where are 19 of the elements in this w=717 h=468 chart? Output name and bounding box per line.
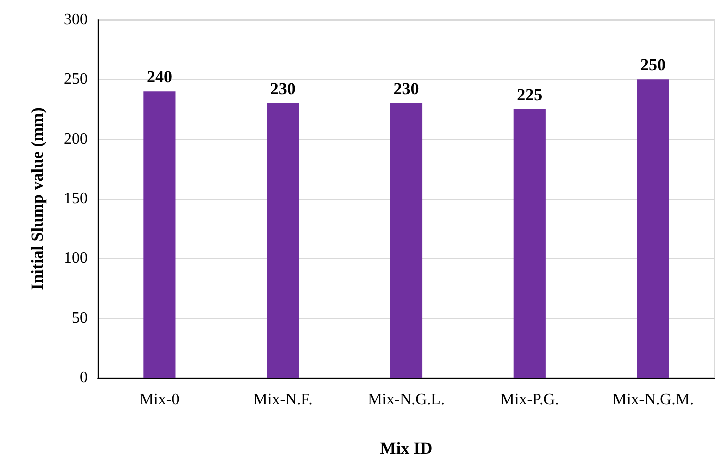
y-tick-label: 200	[64, 130, 88, 148]
x-tick-label: Mix-N.G.M.	[612, 392, 694, 408]
data-label: 230	[394, 80, 420, 99]
y-tick-label: 0	[80, 370, 88, 386]
x-tick-label: Mix-N.G.L.	[368, 392, 445, 408]
x-tick-label: Mix-N.F.	[254, 392, 313, 408]
y-tick-label: 150	[64, 190, 88, 208]
x-tick-label: Mix-P.G.	[500, 392, 560, 408]
y-tick-label: 100	[64, 250, 88, 268]
y-tick-label: 300	[64, 12, 88, 28]
y-tick-label: 250	[64, 71, 88, 88]
data-label: 230	[270, 80, 296, 99]
y-axis-title: Initial Slump value (mm)	[28, 108, 47, 290]
data-label: 225	[517, 86, 543, 104]
data-label: 240	[146, 68, 172, 87]
y-tick-label: 50	[72, 310, 88, 327]
x-axis-title: Mix ID	[380, 439, 433, 458]
data-label: 250	[640, 56, 666, 75]
x-tick-label: Mix-0	[140, 392, 180, 408]
